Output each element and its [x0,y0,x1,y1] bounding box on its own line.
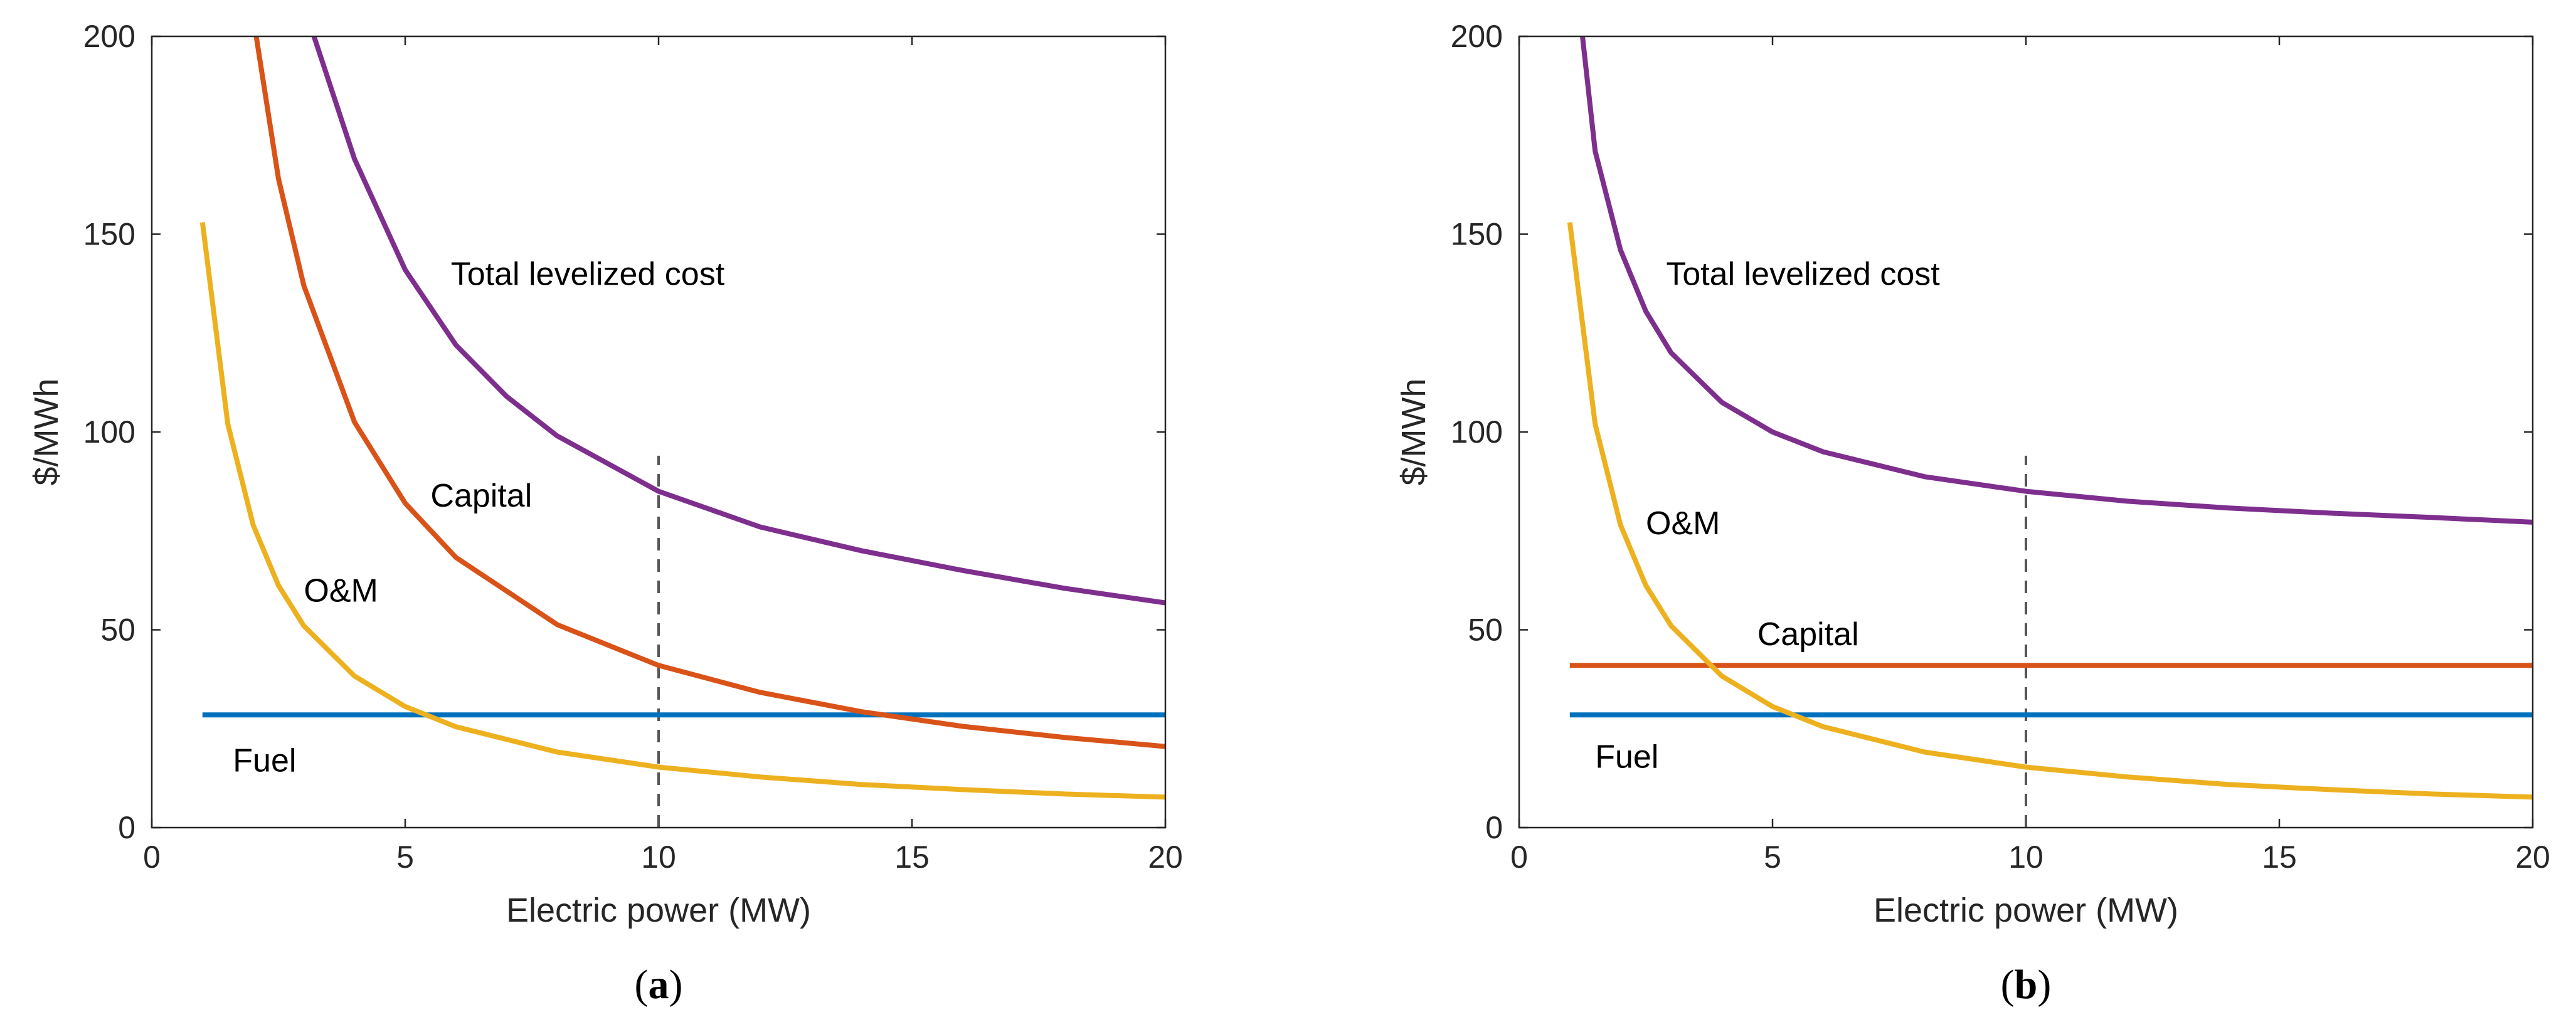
y-tick-label: 100 [1451,414,1503,450]
panel-paren-close: ) [669,962,683,1008]
x-tick-label: 20 [1148,840,1183,875]
y-tick-label: 50 [1468,613,1503,648]
x-tick-label: 5 [1764,840,1781,875]
annotation-capital: Capital [430,478,532,514]
axes-frame [151,35,1167,829]
annotation-total-levelized-cost: Total levelized cost [1666,256,1940,293]
axes-frame [1518,35,2534,829]
x-tick-label: 15 [2262,840,2297,875]
x-tick-label: 10 [2008,840,2043,875]
x-tick-label: 0 [143,840,161,875]
panel-letter: a [649,962,669,1008]
y-tick-label: 50 [100,613,135,648]
series-line-o-m [199,222,1165,800]
series-line-o-m [1567,222,2533,800]
series-line-total-levelized-cost [1580,36,2533,525]
panel-paren-open: ( [2001,962,2015,1008]
panel-label: (b) [2001,962,2052,1008]
x-tick-label: 10 [641,840,676,875]
y-tick-label: 150 [83,217,135,252]
x-tick-label: 20 [2515,840,2550,875]
panel-paren-open: ( [635,962,649,1008]
panel-letter: b [2015,962,2038,1008]
annotation-o-m: O&M [1646,505,1720,542]
annotation-total-levelized-cost: Total levelized cost [451,256,725,293]
annotation-fuel: Fuel [1595,739,1658,775]
y-tick-label: 0 [118,810,135,845]
annotation-capital: Capital [1757,616,1859,653]
y-tick-label: 200 [1451,19,1503,54]
series-line-total-levelized-cost [311,36,1165,606]
panel-label: (a) [635,962,683,1008]
y-tick-label: 100 [83,414,135,450]
y-axis-label: $/MWh [28,378,65,485]
y-tick-label: 0 [1485,810,1503,845]
series-line-capital [253,36,1165,749]
y-tick-label: 150 [1451,217,1503,252]
x-axis-label: Electric power (MW) [1874,892,2178,929]
annotation-o-m: O&M [304,572,378,609]
x-tick-label: 0 [1510,840,1528,875]
x-tick-label: 5 [396,840,414,875]
y-axis-label: $/MWh [1395,378,1433,485]
x-tick-label: 15 [894,840,930,875]
panel-paren-close: ) [2037,962,2051,1008]
y-tick-label: 200 [83,19,135,54]
x-axis-label: Electric power (MW) [506,892,811,929]
annotation-fuel: Fuel [233,743,296,779]
